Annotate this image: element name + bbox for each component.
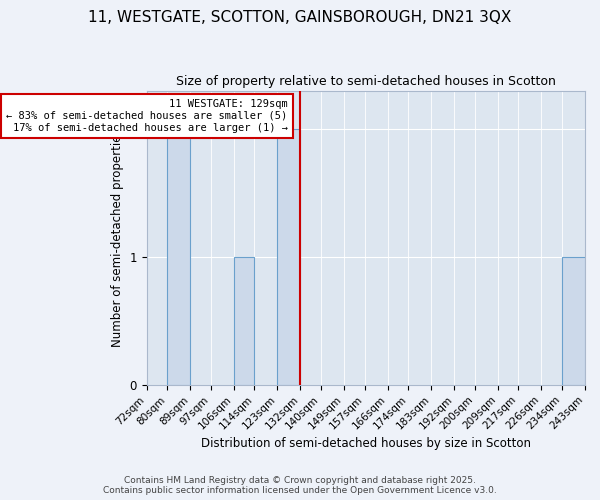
Bar — [234, 257, 254, 385]
Text: 11 WESTGATE: 129sqm
← 83% of semi-detached houses are smaller (5)
17% of semi-de: 11 WESTGATE: 129sqm ← 83% of semi-detach… — [7, 100, 287, 132]
X-axis label: Distribution of semi-detached houses by size in Scotton: Distribution of semi-detached houses by … — [201, 437, 531, 450]
Bar — [277, 129, 301, 385]
Bar — [167, 129, 190, 385]
Bar — [562, 257, 585, 385]
Y-axis label: Number of semi-detached properties: Number of semi-detached properties — [111, 128, 124, 347]
Title: Size of property relative to semi-detached houses in Scotton: Size of property relative to semi-detach… — [176, 75, 556, 88]
Text: Contains HM Land Registry data © Crown copyright and database right 2025.
Contai: Contains HM Land Registry data © Crown c… — [103, 476, 497, 495]
Text: 11, WESTGATE, SCOTTON, GAINSBOROUGH, DN21 3QX: 11, WESTGATE, SCOTTON, GAINSBOROUGH, DN2… — [88, 10, 512, 25]
